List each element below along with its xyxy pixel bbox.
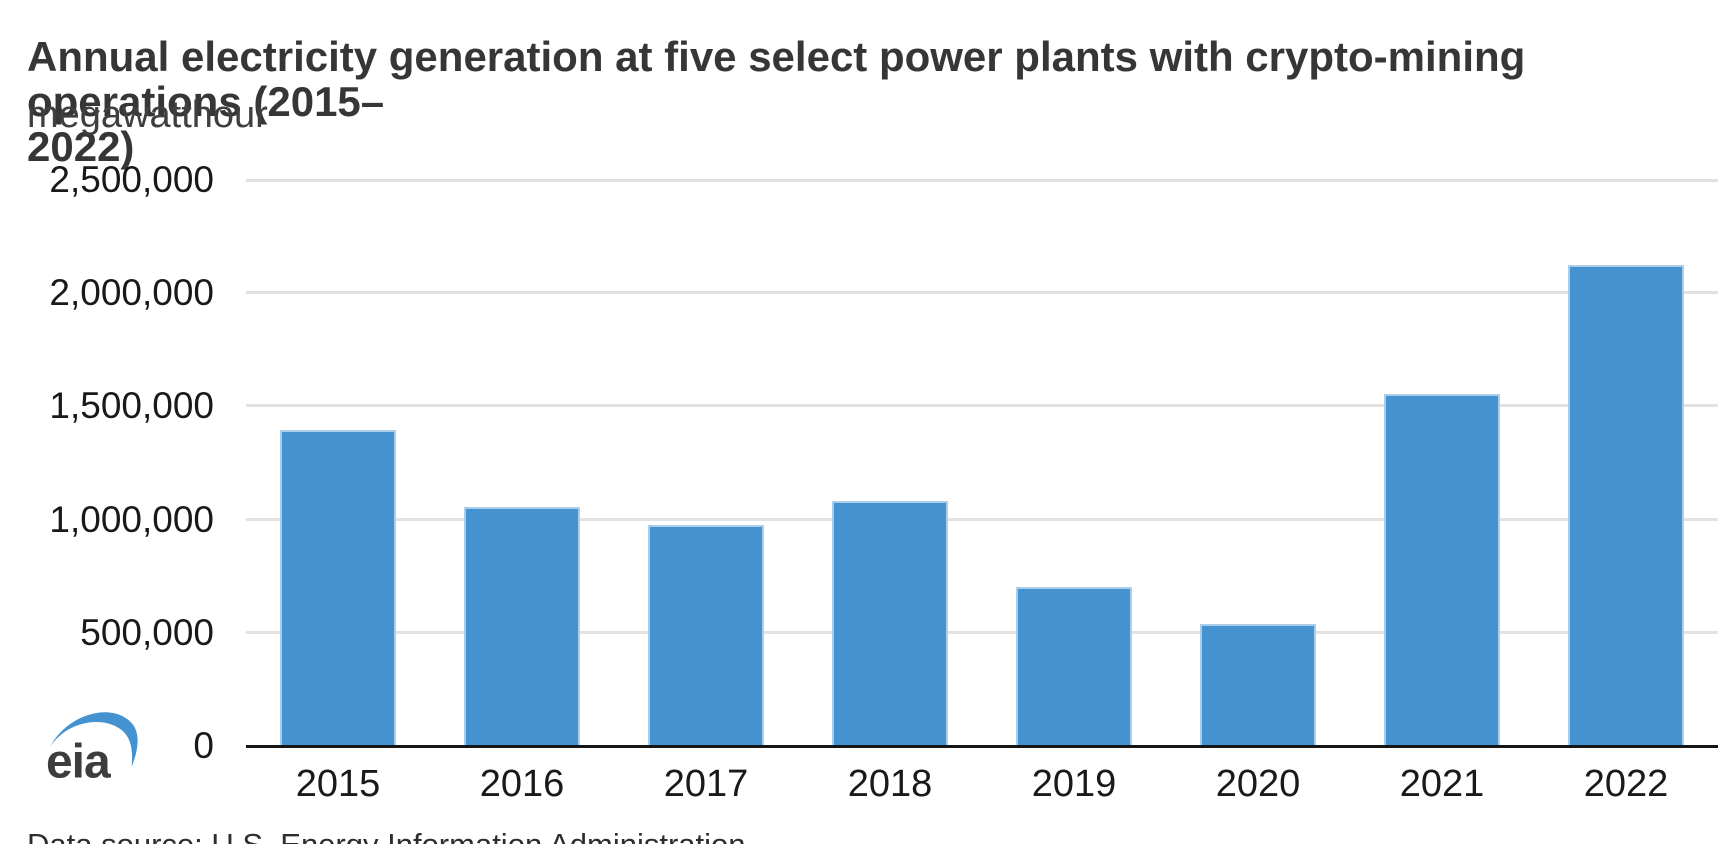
y-axis-labels: 0 500,000 1,000,000 1,500,000 2,000,000 2,500… <box>0 159 214 766</box>
x-tick-label: 2021 <box>1399 763 1485 805</box>
gridline <box>246 630 1718 634</box>
x-tick-label: 2015 <box>295 763 381 805</box>
gridline <box>246 179 1718 182</box>
eia-logo-swoosh-icon <box>50 712 138 767</box>
bar-2021[interactable] <box>1384 394 1500 745</box>
x-axis-labels: 2015 2016 2017 2018 2019 2020 2021 2022 <box>246 762 1718 810</box>
y-tick-label: 0 <box>193 725 214 766</box>
x-axis-line <box>246 745 1718 748</box>
bar-2018[interactable] <box>832 500 948 745</box>
x-tick-label: 2019 <box>1031 763 1117 805</box>
bar-2020[interactable] <box>1200 623 1316 745</box>
y-tick-label: 1,000,000 <box>49 498 214 540</box>
footer-source: Data source: U.S. Energy Information Adm… <box>27 827 746 844</box>
chart-title: Annual electricity generation at five se… <box>27 34 1647 169</box>
bar-2022[interactable] <box>1568 265 1684 745</box>
gridline <box>246 291 1718 295</box>
eia-logo-text: eia <box>46 735 111 782</box>
x-tick-label: 2022 <box>1583 763 1669 805</box>
chart-subtitle: megawatthour <box>27 94 268 136</box>
chart-title-line1: Annual electricity generation at five se… <box>27 33 1526 126</box>
bar-2016[interactable] <box>464 507 580 745</box>
gridline <box>246 404 1718 408</box>
y-tick-label: 1,500,000 <box>49 385 214 427</box>
y-tick-label: 500,000 <box>80 611 214 653</box>
gridline <box>246 517 1718 521</box>
plot-area <box>246 179 1718 748</box>
x-tick-label: 2020 <box>1215 763 1301 805</box>
y-tick-label: 2,000,000 <box>49 272 214 314</box>
x-tick-label: 2017 <box>663 763 749 805</box>
bar-2017[interactable] <box>648 525 764 745</box>
y-tick-label: 2,500,000 <box>49 159 214 200</box>
bar-2015[interactable] <box>280 430 396 745</box>
chart-title-line2: 2022) <box>27 123 135 171</box>
x-tick-label: 2016 <box>479 763 565 805</box>
bar-2019[interactable] <box>1016 586 1132 745</box>
eia-logo: eia <box>46 712 138 782</box>
x-tick-label: 2018 <box>847 763 933 805</box>
